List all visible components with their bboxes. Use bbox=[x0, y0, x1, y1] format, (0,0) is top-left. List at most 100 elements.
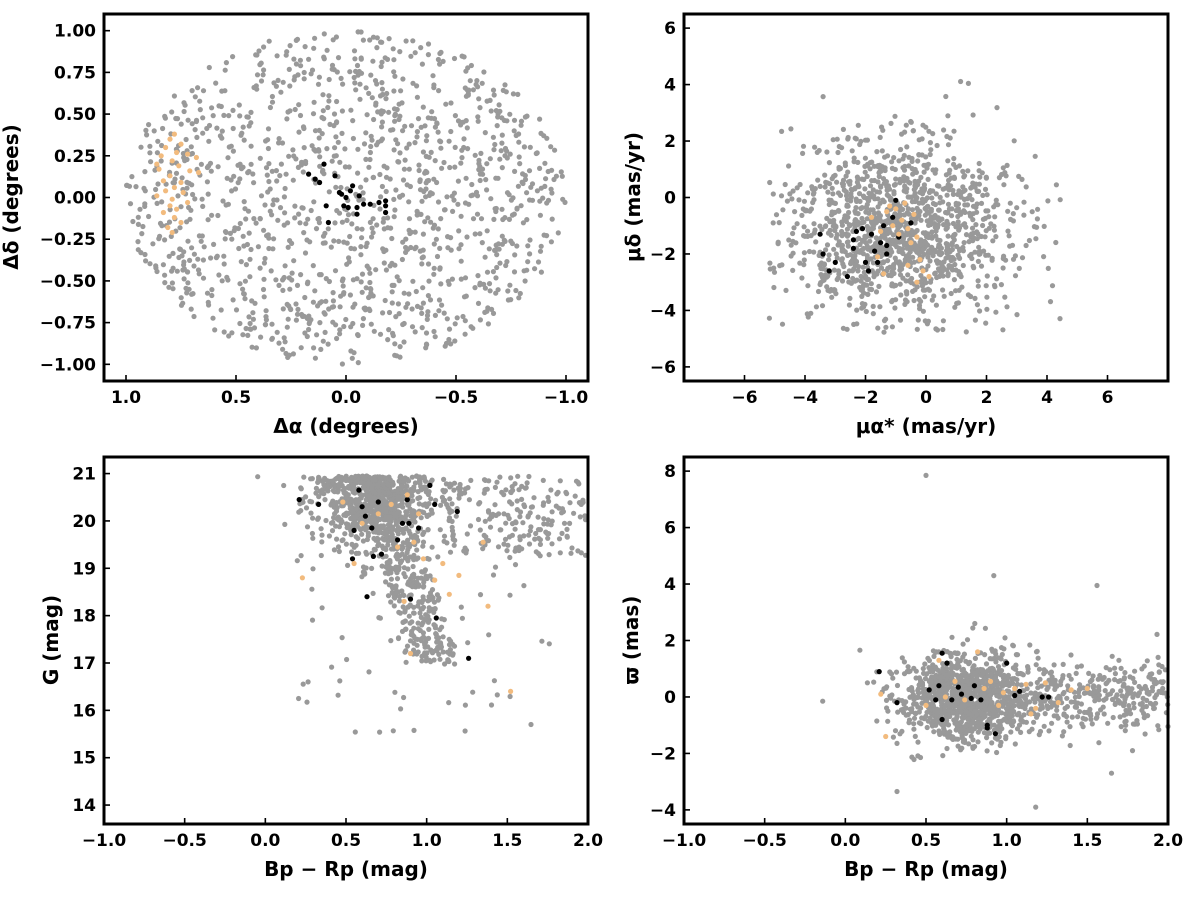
data-point-field bbox=[424, 133, 430, 139]
y-tick-label: −1.00 bbox=[40, 355, 96, 375]
data-point-field bbox=[208, 168, 214, 174]
data-point-field bbox=[243, 262, 249, 268]
data-point-field bbox=[289, 240, 295, 246]
data-point-field bbox=[322, 329, 328, 335]
data-point-field bbox=[348, 505, 354, 511]
data-point-black bbox=[349, 556, 356, 562]
data-point-field bbox=[299, 205, 305, 211]
data-point-field bbox=[868, 256, 874, 262]
data-point-field bbox=[257, 62, 263, 68]
data-point-field bbox=[830, 137, 836, 143]
y-tick-label: 21 bbox=[72, 465, 96, 485]
data-point-field bbox=[879, 252, 885, 258]
data-point-field bbox=[301, 145, 307, 151]
data-point-field bbox=[897, 272, 904, 278]
y-tick-label: 17 bbox=[72, 654, 96, 674]
data-point-field bbox=[546, 641, 552, 647]
data-point-field bbox=[345, 562, 351, 569]
data-point-field bbox=[345, 212, 352, 218]
data-point-field bbox=[441, 159, 447, 166]
data-point-field bbox=[927, 279, 934, 285]
data-point-field bbox=[462, 728, 468, 734]
data-point-field bbox=[301, 69, 307, 76]
data-point-black bbox=[908, 220, 914, 226]
data-point-field bbox=[162, 115, 168, 121]
data-point-field bbox=[975, 258, 982, 264]
data-point-field bbox=[335, 692, 341, 698]
data-point-field bbox=[258, 78, 265, 84]
data-point-field bbox=[375, 543, 381, 549]
data-point-field bbox=[409, 631, 415, 637]
data-point-field bbox=[544, 135, 550, 141]
data-point-field bbox=[887, 229, 893, 235]
x-tick-label: −6 bbox=[731, 388, 757, 408]
data-point-field bbox=[801, 262, 807, 268]
data-point-field bbox=[231, 173, 237, 179]
data-point-field bbox=[239, 130, 245, 136]
data-point-field bbox=[330, 319, 336, 325]
data-point-field bbox=[328, 502, 334, 508]
data-point-black bbox=[369, 525, 375, 531]
data-point-field bbox=[510, 195, 516, 201]
data-point-field bbox=[263, 314, 269, 320]
data-point-orange bbox=[899, 217, 905, 223]
data-point-field bbox=[435, 226, 441, 232]
data-point-field bbox=[1069, 714, 1075, 720]
data-point-field bbox=[416, 501, 422, 507]
data-point-field bbox=[313, 226, 320, 232]
data-point-field bbox=[382, 297, 388, 304]
data-point-field bbox=[1048, 669, 1054, 675]
data-point-field bbox=[188, 144, 194, 150]
data-point-field bbox=[918, 273, 924, 279]
data-point-field bbox=[475, 300, 482, 306]
data-point-black bbox=[878, 240, 884, 246]
data-point-field bbox=[451, 190, 457, 196]
data-point-field bbox=[412, 532, 418, 539]
data-point-field bbox=[409, 493, 415, 499]
data-point-field bbox=[1016, 722, 1023, 728]
data-point-field bbox=[302, 44, 308, 50]
data-point-field bbox=[876, 170, 882, 176]
data-point-field bbox=[146, 122, 152, 128]
data-point-field bbox=[998, 710, 1005, 716]
data-point-field bbox=[240, 286, 246, 292]
data-point-field bbox=[970, 173, 976, 179]
data-point-field bbox=[801, 257, 807, 263]
y-tick-label: 0 bbox=[664, 189, 676, 209]
data-point-field bbox=[559, 173, 565, 179]
data-point-field bbox=[423, 138, 429, 144]
data-point-field bbox=[1078, 663, 1084, 669]
data-point-field bbox=[982, 652, 988, 658]
data-point-field bbox=[1031, 719, 1037, 725]
data-point-orange bbox=[508, 688, 514, 695]
data-point-field bbox=[965, 168, 971, 174]
data-point-field bbox=[188, 306, 194, 312]
data-point-field bbox=[801, 233, 807, 239]
data-point-field bbox=[448, 341, 454, 347]
data-point-field bbox=[916, 720, 923, 726]
data-point-field bbox=[501, 541, 507, 547]
data-point-field bbox=[269, 321, 275, 327]
data-point-black bbox=[826, 268, 832, 274]
data-point-field bbox=[329, 528, 336, 534]
data-point-orange bbox=[401, 598, 407, 605]
data-point-field bbox=[506, 216, 512, 222]
data-point-field bbox=[462, 702, 468, 708]
data-point-field bbox=[322, 497, 328, 503]
data-point-field bbox=[484, 98, 490, 104]
data-point-field bbox=[1117, 678, 1123, 684]
data-point-field bbox=[396, 478, 402, 484]
data-point-field bbox=[291, 56, 297, 62]
data-point-field bbox=[230, 54, 236, 60]
data-point-field bbox=[1009, 707, 1015, 713]
data-point-field bbox=[449, 501, 455, 507]
data-point-field bbox=[391, 57, 397, 63]
data-point-field bbox=[861, 269, 868, 275]
data-point-field bbox=[363, 85, 369, 91]
data-point-field bbox=[409, 324, 416, 330]
data-point-field bbox=[180, 300, 186, 306]
data-point-field bbox=[300, 124, 307, 130]
data-point-field bbox=[174, 268, 180, 274]
data-point-field bbox=[409, 510, 415, 516]
data-point-field bbox=[423, 186, 429, 192]
